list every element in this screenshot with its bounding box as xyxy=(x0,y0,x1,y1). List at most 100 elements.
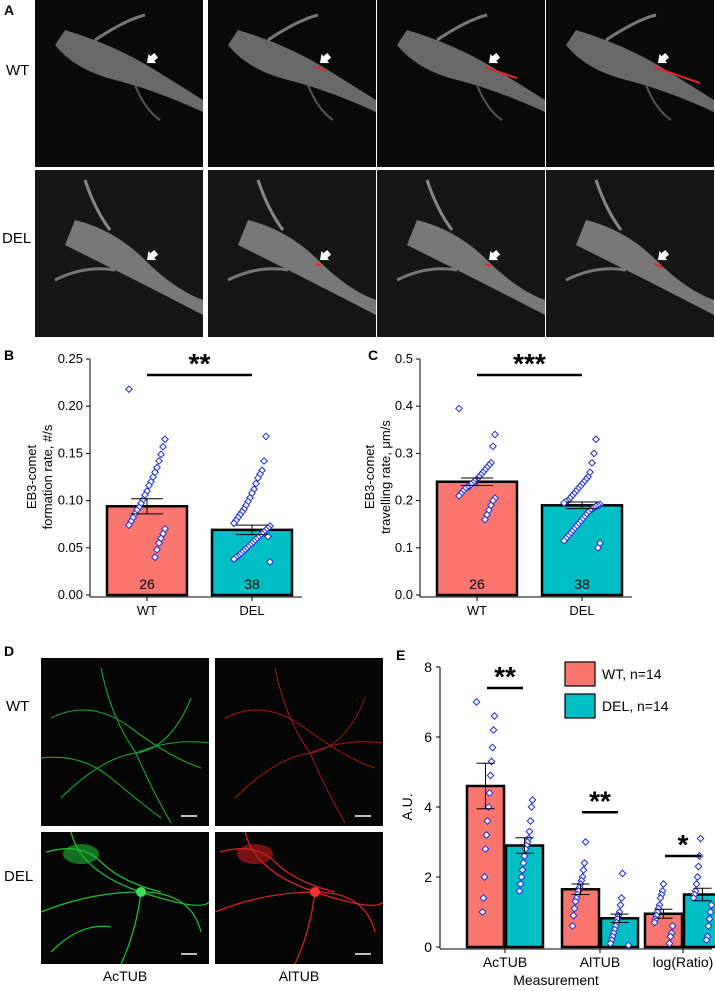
panel-d-wt-actub-image xyxy=(41,658,209,826)
micrograph-del-frame-2 xyxy=(208,170,376,337)
chart-e-point xyxy=(702,936,711,944)
chart-e-point xyxy=(668,922,677,930)
chart-b-significance-label: ** xyxy=(189,348,211,379)
chart-e-point xyxy=(580,859,589,867)
chart-c-point xyxy=(455,491,463,500)
chart-e-point xyxy=(694,862,703,871)
neurite-shape xyxy=(228,30,376,112)
chart-b-point xyxy=(125,521,133,530)
comet-arrow-icon xyxy=(320,249,332,261)
chart-e: E 0 2 4 6 8 AcTUB AlTUB log(Ratio) Measurement A.… xyxy=(396,647,715,988)
chart-e-significance-label: ** xyxy=(589,785,611,816)
chart-c-ytick-label: 0.0 xyxy=(395,587,413,602)
panel-d-del-altub-image xyxy=(215,832,383,964)
chart-c-point xyxy=(592,435,600,444)
panel-d-row-label-wt: WT xyxy=(6,698,30,715)
comet-track xyxy=(315,263,322,267)
chart-c: C 0.0 0.1 0.2 0.3 0.4 0.5 WT DEL EB3-comet travel… xyxy=(362,347,632,618)
chart-e-letter: E xyxy=(396,647,405,663)
chart-b-xtick-label: WT xyxy=(137,603,157,618)
micrograph-del-frame-1 xyxy=(35,170,203,337)
chart-b-ytick-label: 0.20 xyxy=(58,398,83,413)
chart-c-point xyxy=(560,536,568,545)
comet-arrow-icon xyxy=(489,52,501,64)
chart-e-point xyxy=(516,880,525,888)
chart-b-ytick-label: 0.05 xyxy=(58,540,83,555)
chart-e-point xyxy=(665,939,674,948)
chart-b-ytick-label: 0.00 xyxy=(58,587,83,602)
chart-e-point xyxy=(706,908,715,916)
neurite-branch xyxy=(396,267,458,282)
chart-e-legend-swatch xyxy=(564,693,596,719)
chart-c-point xyxy=(560,499,568,507)
chart-e-point xyxy=(518,866,527,874)
chart-b-ylabel: formation rate, #/s xyxy=(40,424,55,529)
chart-e-point xyxy=(485,789,494,797)
panel-a-row-label-wt: WT xyxy=(6,62,30,79)
neurite-shape xyxy=(55,30,203,112)
chart-e-point xyxy=(480,873,489,881)
micrograph-wt-frame-4 xyxy=(546,0,714,167)
micrograph-wt-frame-3 xyxy=(377,0,545,167)
comet-arrow-icon xyxy=(658,249,670,261)
chart-b-point xyxy=(254,473,262,482)
chart-e-point xyxy=(617,894,626,902)
chart-e-point xyxy=(618,869,627,878)
chart-c-ytick-label: 0.2 xyxy=(395,493,413,508)
chart-e-ytick-label: 2 xyxy=(424,869,432,885)
chart-c-point xyxy=(594,543,602,552)
chart-e-point xyxy=(579,866,588,874)
chart-e-point xyxy=(479,894,488,902)
growth-cone-shape xyxy=(238,220,376,315)
panel-a-row-label-del: DEL xyxy=(2,230,32,247)
comet-track xyxy=(315,66,327,72)
comet-track xyxy=(484,66,518,80)
neurite-branch xyxy=(227,267,289,282)
neurite-branch xyxy=(307,84,334,121)
chart-b-point xyxy=(252,479,260,488)
chart-b-point xyxy=(157,450,165,459)
chart-b-ytick-label: 0.15 xyxy=(58,445,83,460)
chart-e-point xyxy=(528,796,537,804)
chart-c-point xyxy=(489,442,497,451)
chart-e-xlabel: Measurement xyxy=(513,972,599,988)
chart-e-bar xyxy=(465,784,506,949)
chart-b-point xyxy=(155,539,163,548)
neurite-branch xyxy=(83,179,112,231)
comet-arrow-icon xyxy=(658,52,670,64)
chart-e-significance-label: ** xyxy=(494,661,516,692)
chart-c-point xyxy=(455,404,463,413)
chart-b-point xyxy=(125,385,133,394)
chart-c-ylabel: EB3-comet xyxy=(362,444,377,509)
growth-cone-shape xyxy=(576,220,714,315)
chart-c-point xyxy=(481,515,489,524)
micrograph-del-frame-4 xyxy=(546,170,714,337)
chart-e-point xyxy=(689,894,698,902)
chart-c-n-label: 26 xyxy=(469,576,485,592)
chart-e-point xyxy=(571,897,580,906)
chart-e-point xyxy=(569,911,578,920)
chart-e-point xyxy=(693,873,702,881)
panel-d-caption-altub: AlTUB xyxy=(278,968,320,984)
chart-e-point xyxy=(616,901,625,909)
chart-e-ytick-label: 8 xyxy=(424,659,432,675)
neurite-branch xyxy=(54,267,116,282)
chart-c-xtick-label: DEL xyxy=(569,603,594,618)
chart-e-point xyxy=(606,939,615,948)
chart-c-ytick-label: 0.3 xyxy=(395,445,413,460)
panel-a-letter: A xyxy=(4,2,15,18)
chart-e-legend-label: WT, n=14 xyxy=(602,666,662,682)
neurite-branch xyxy=(605,13,657,42)
chart-b-letter: B xyxy=(4,347,14,363)
chart-e-point xyxy=(481,845,490,853)
neurite-branch xyxy=(476,84,503,121)
chart-e-point xyxy=(570,904,579,913)
chart-c-ylabel: travelling rate, μm/s xyxy=(378,420,393,534)
chart-b-point xyxy=(230,519,238,528)
comet-track xyxy=(484,263,492,268)
neurite-branch xyxy=(134,84,161,121)
chart-e-point xyxy=(581,838,590,846)
chart-e-significance-label: * xyxy=(678,829,689,860)
chart-e-point xyxy=(515,887,524,895)
chart-e-point xyxy=(520,852,529,860)
